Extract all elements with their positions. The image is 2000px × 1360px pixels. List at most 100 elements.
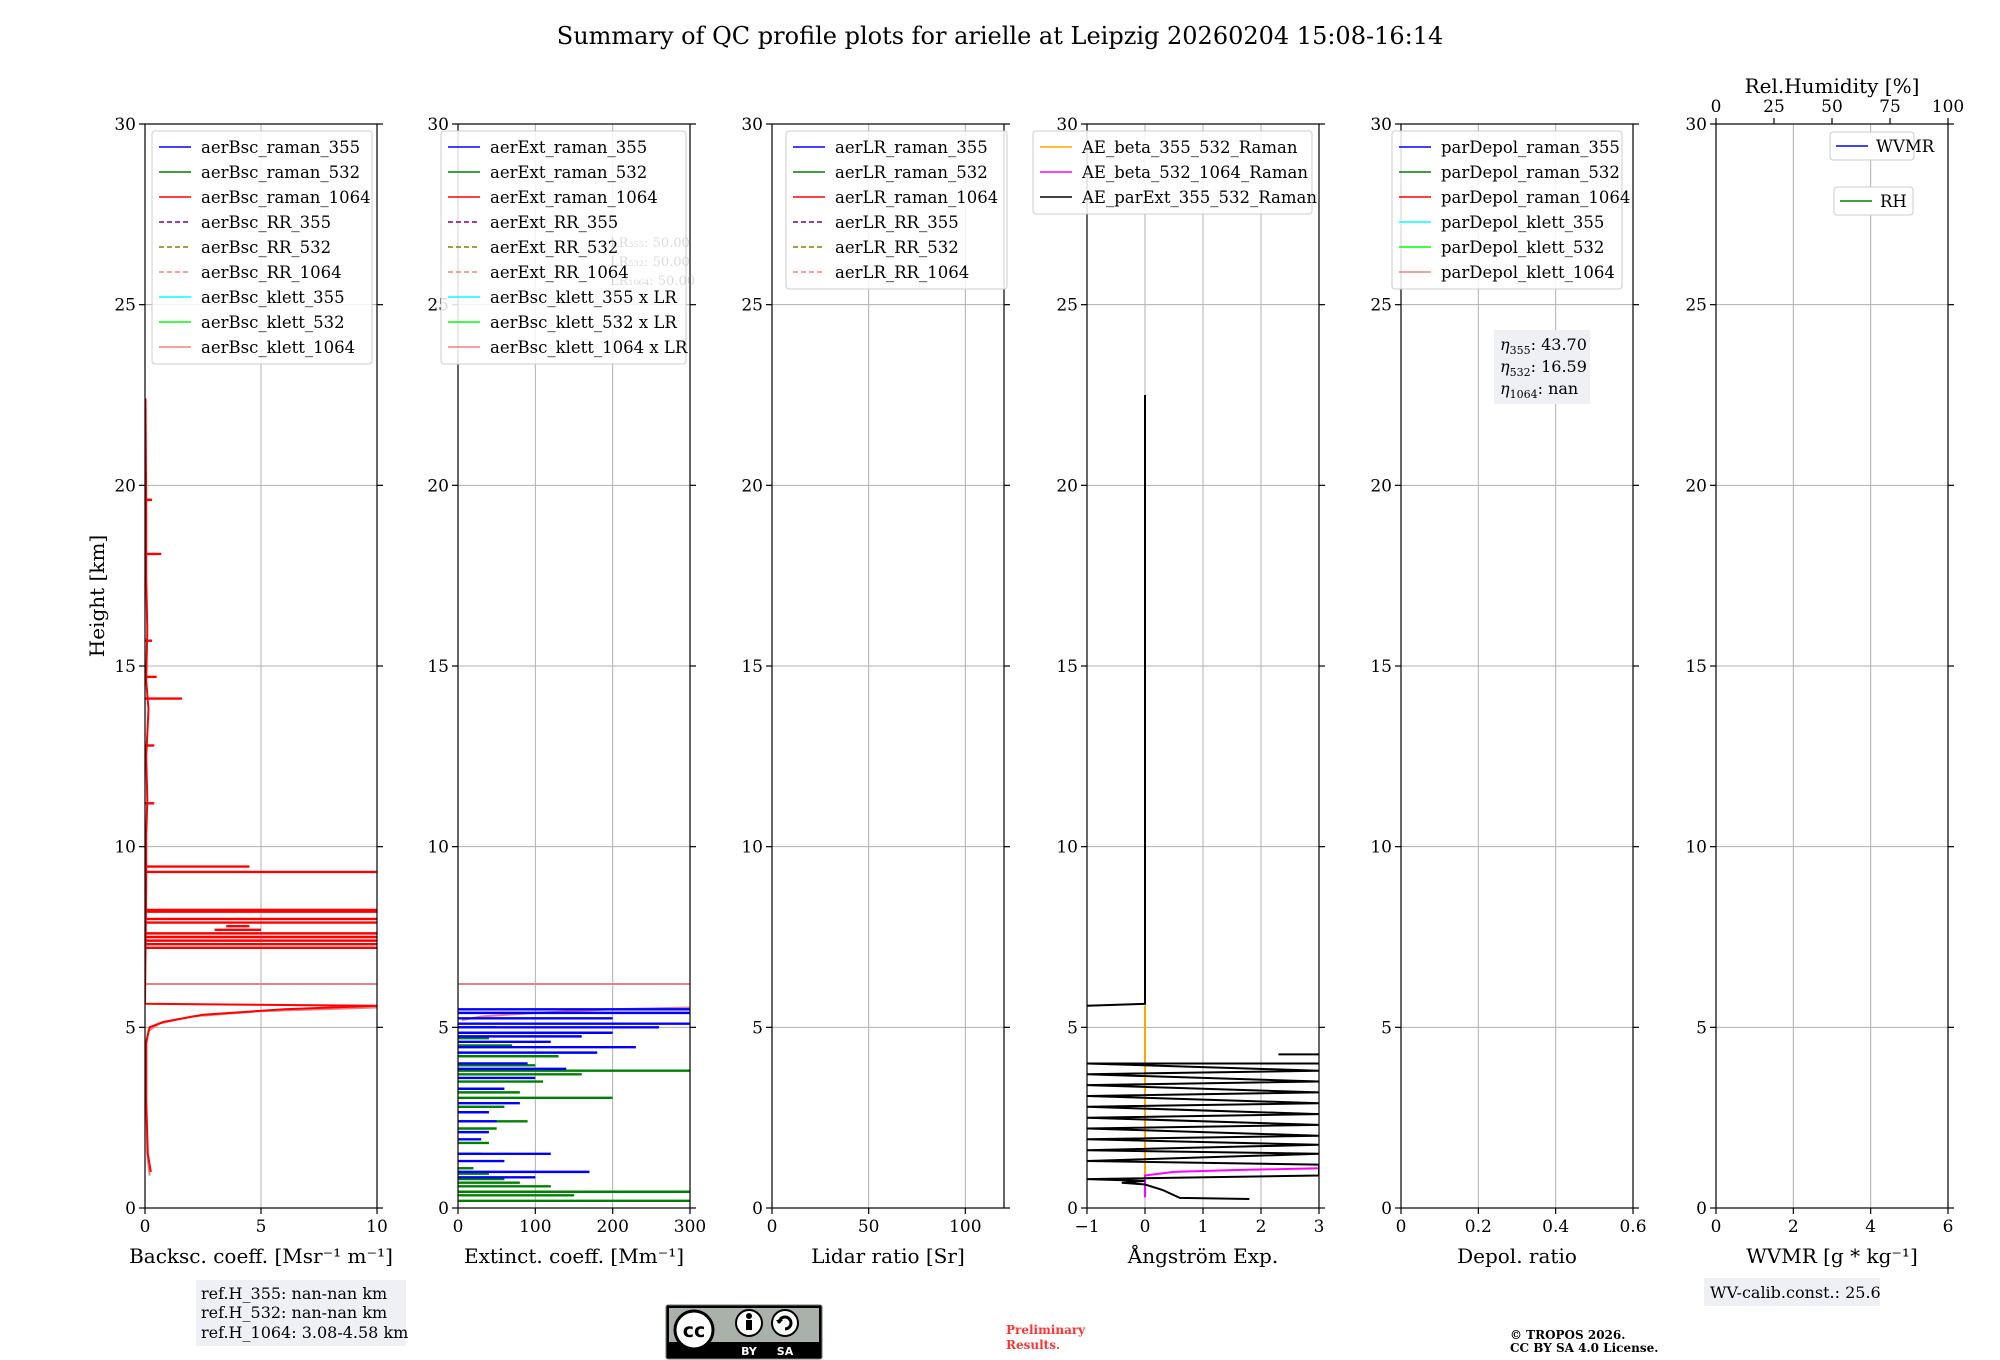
legend-label: aerExt_raman_1064: [490, 188, 658, 207]
x-tick-label: 0: [767, 1217, 778, 1237]
eta-532: η532: 16.59: [1500, 357, 1587, 379]
top-tick-label: 50: [1821, 97, 1843, 117]
x-axis-label: Lidar ratio [Sr]: [811, 1244, 965, 1268]
y-tick-label: 20: [1056, 476, 1078, 496]
legend-label: AE_beta_355_532_Raman: [1081, 138, 1298, 157]
wv-calib: WV-calib.const.: 25.6: [1710, 1283, 1881, 1302]
preliminary-line2: Results.: [1006, 1338, 1060, 1352]
y-tick-label: 15: [1370, 657, 1392, 677]
y-tick-label: 10: [1685, 838, 1707, 858]
x-tick-label: 0: [140, 1217, 151, 1237]
legend-box: [440, 130, 687, 365]
legend-label: aerBsc_RR_1064: [201, 263, 342, 282]
cc-by-sa-logo: cc BY SA: [665, 1304, 823, 1360]
legend-label: aerBsc_klett_355 x LR: [490, 288, 677, 307]
legend-label: aerBsc_klett_1064: [201, 338, 355, 357]
legend-label: WVMR: [1876, 137, 1935, 156]
y-tick-label: 10: [1370, 838, 1392, 858]
x-tick-label: 0.2: [1465, 1217, 1492, 1237]
panel-dep: 0 5 10 15 20 25 30 0 0.2 0.4 0.6 Depol. ratio parDep…: [1370, 115, 1646, 1268]
x-tick-label: −1: [1074, 1217, 1099, 1237]
legend: parDepol_raman_355 parDepol_raman_532 parD…: [1391, 130, 1630, 290]
x-tick-label: 0.6: [1619, 1217, 1646, 1237]
series-line: [145, 1006, 377, 1176]
legend-label: aerBsc_klett_355: [201, 288, 345, 307]
by-person-icon: [746, 1313, 752, 1319]
legend-label: aerExt_RR_532: [490, 238, 618, 257]
legend-label: AE_beta_532_1064_Raman: [1081, 163, 1308, 182]
refh-355: ref.H_355: nan-nan km: [201, 1284, 387, 1303]
x-tick-label: 300: [674, 1217, 706, 1237]
legend-label: parDepol_raman_355: [1441, 138, 1620, 157]
y-tick-label: 0: [1067, 1199, 1078, 1219]
legend-label: RH: [1880, 192, 1907, 211]
eta-note: η355: 43.70 η532: 16.59 η1064: nan: [1494, 330, 1590, 404]
legend-label: aerBsc_raman_532: [201, 163, 360, 182]
lr-note: LR₃₅₅: 50.00: [610, 236, 690, 251]
x-tick-label: 2: [1256, 1217, 1267, 1237]
series-line: [1087, 395, 1146, 1007]
series-line: [1087, 1062, 1319, 1200]
y-tick-label: 15: [1685, 657, 1707, 677]
legend: aerBsc_raman_355 aerBsc_raman_532 aerBsc_r…: [151, 130, 373, 365]
y-tick-label: 0: [125, 1199, 136, 1219]
legend-label: aerExt_RR_355: [490, 213, 618, 232]
x-axis-label: Depol. ratio: [1457, 1244, 1577, 1268]
y-tick-label: 0: [1381, 1199, 1392, 1219]
panel-lr: 0 5 10 15 20 25 30 0 50 100 Lidar ratio [Sr] aerLR_…: [741, 115, 1010, 1268]
legend: aerExt_raman_355 aerExt_raman_532 aerExt_r…: [440, 130, 688, 365]
y-tick-label: 5: [125, 1018, 136, 1038]
x-axis-label: WVMR [g * kg⁻¹]: [1746, 1244, 1918, 1268]
x-tick-label: 0.4: [1542, 1217, 1569, 1237]
legend-label: aerLR_RR_355: [835, 213, 959, 232]
lr-note: LR₅₃₂: 50.00: [610, 255, 690, 270]
x-tick-label: 0: [1140, 1217, 1151, 1237]
legend-label: aerBsc_raman_1064: [201, 188, 371, 207]
legend-label: aerLR_RR_532: [835, 238, 959, 257]
x-tick-label: 50: [858, 1217, 880, 1237]
y-tick-label: 0: [438, 1199, 449, 1219]
figure-title: Summary of QC profile plots for arielle …: [557, 22, 1443, 50]
legend: WVMR RH: [1829, 131, 1935, 216]
series-group: [1087, 395, 1319, 1200]
legend-label: aerExt_raman_532: [490, 163, 647, 182]
legend-label: parDepol_raman_1064: [1441, 188, 1630, 207]
y-tick-label: 15: [741, 657, 763, 677]
y-tick-label: 20: [741, 476, 763, 496]
x-tick-label: 0: [1396, 1217, 1407, 1237]
y-tick-label: 10: [741, 838, 763, 858]
x-axis-label: Ångström Exp.: [1127, 1243, 1278, 1268]
y-tick-label: 30: [114, 115, 136, 135]
legend-box: [1829, 131, 1915, 161]
x-tick-label: 10: [366, 1217, 388, 1237]
y-tick-label: 10: [114, 838, 136, 858]
y-tick-label: 30: [427, 115, 449, 135]
y-tick-label: 25: [741, 296, 763, 316]
legend-box: [1833, 186, 1914, 216]
legend-box: [785, 130, 1008, 290]
cc-by-label: BY: [741, 1345, 758, 1358]
legend-label: aerBsc_klett_532 x LR: [490, 313, 677, 332]
eta-532-value: 16.59: [1541, 357, 1587, 376]
legend-label: aerExt_RR_1064: [490, 263, 629, 282]
legend-label: aerBsc_raman_355: [201, 138, 360, 157]
y-tick-label: 5: [438, 1018, 449, 1038]
x-tick-label: 1: [1198, 1217, 1209, 1237]
preliminary-line1: Preliminary: [1006, 1323, 1086, 1337]
x-tick-label: 5: [256, 1217, 267, 1237]
legend-label: parDepol_klett_1064: [1441, 263, 1615, 282]
cc-icon: cc: [683, 1320, 706, 1342]
refh-note: ref.H_355: nan-nan km ref.H_532: nan-nan…: [196, 1280, 408, 1346]
cc-sa-label: SA: [777, 1345, 794, 1358]
legend-label: parDepol_raman_532: [1441, 163, 1620, 182]
y-tick-label: 15: [1056, 657, 1078, 677]
y-tick-label: 5: [752, 1018, 763, 1038]
legend-box: [1391, 130, 1623, 290]
refh-1064: ref.H_1064: 3.08-4.58 km: [201, 1323, 408, 1342]
y-tick-label: 20: [427, 476, 449, 496]
top-tick-label: 0: [1711, 97, 1722, 117]
x-tick-label: 100: [949, 1217, 981, 1237]
legend-label: aerLR_raman_355: [835, 138, 988, 157]
